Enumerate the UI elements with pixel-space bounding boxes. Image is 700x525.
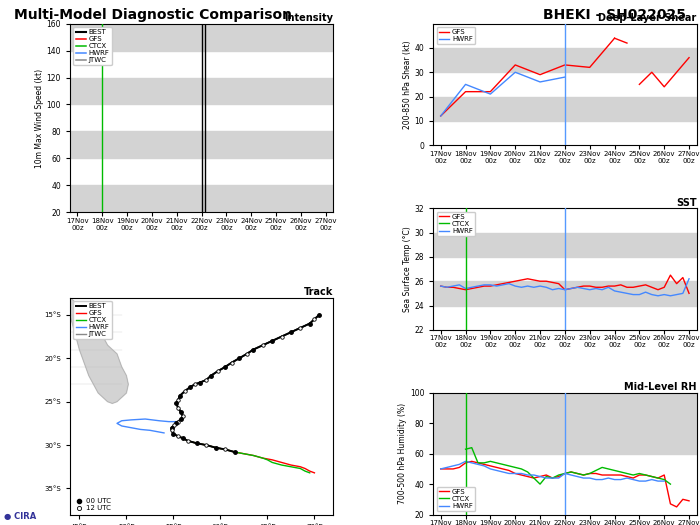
Y-axis label: 200-850 hPa Shear (kt): 200-850 hPa Shear (kt) <box>402 40 412 129</box>
Legend: GFS, CTCX, HWRF: GFS, CTCX, HWRF <box>437 212 475 236</box>
Text: ● CIRA: ● CIRA <box>4 512 36 521</box>
Bar <box>433 233 696 257</box>
Legend: BEST, GFS, CTCX, HWRF, JTWC: BEST, GFS, CTCX, HWRF, JTWC <box>74 27 112 66</box>
Text: 00 UTC: 00 UTC <box>86 498 111 505</box>
Bar <box>70 185 333 212</box>
Y-axis label: 10m Max Wind Speed (kt): 10m Max Wind Speed (kt) <box>35 68 43 167</box>
Bar <box>433 97 696 121</box>
Bar <box>70 131 333 159</box>
Text: Deep-Layer Shear: Deep-Layer Shear <box>598 13 696 23</box>
Y-axis label: Sea Surface Temp (°C): Sea Surface Temp (°C) <box>402 226 412 312</box>
Text: Intensity: Intensity <box>284 13 333 23</box>
Text: Mid-Level RH: Mid-Level RH <box>624 382 696 392</box>
Text: 12 UTC: 12 UTC <box>86 506 111 511</box>
Bar <box>433 48 696 72</box>
Legend: GFS, HWRF: GFS, HWRF <box>437 27 475 44</box>
Text: Track: Track <box>304 287 333 297</box>
Legend: GFS, CTCX, HWRF: GFS, CTCX, HWRF <box>437 487 475 511</box>
Bar <box>70 78 333 104</box>
Bar <box>433 423 696 454</box>
Legend: BEST, GFS, CTCX, HWRF, JTWC: BEST, GFS, CTCX, HWRF, JTWC <box>74 301 112 339</box>
Bar <box>70 24 333 50</box>
Text: BHEKI - SH022025: BHEKI - SH022025 <box>543 8 686 22</box>
Y-axis label: 700-500 hPa Humidity (%): 700-500 hPa Humidity (%) <box>398 403 407 505</box>
Text: Multi-Model Diagnostic Comparison: Multi-Model Diagnostic Comparison <box>14 8 292 22</box>
Polygon shape <box>65 293 128 403</box>
Bar <box>433 281 696 306</box>
Bar <box>433 393 696 423</box>
Text: SST: SST <box>676 197 696 207</box>
